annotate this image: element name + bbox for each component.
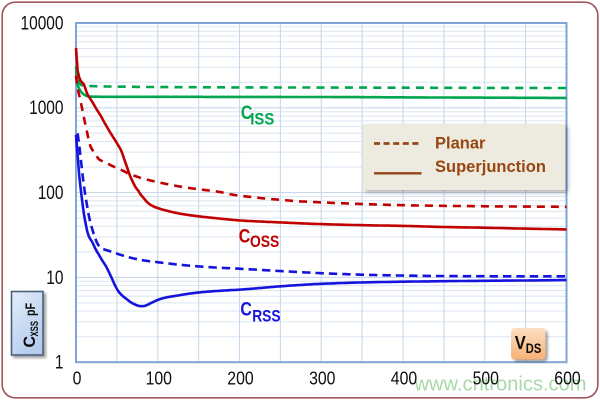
svg-text:RSS: RSS [252, 306, 280, 325]
svg-text:Superjunction: Superjunction [435, 158, 546, 176]
svg-text:pF: pF [22, 303, 38, 316]
svg-text:0: 0 [73, 369, 82, 389]
svg-text:200: 200 [227, 369, 253, 389]
svg-text:10000: 10000 [21, 13, 64, 34]
svg-text:C: C [239, 225, 251, 247]
svg-text:10: 10 [46, 268, 63, 289]
svg-text:400: 400 [391, 369, 417, 389]
svg-text:C: C [240, 299, 252, 321]
svg-text:www.cntronics.com: www.cntronics.com [413, 374, 586, 396]
svg-text:300: 300 [309, 369, 335, 389]
svg-text:ISS: ISS [250, 109, 274, 128]
svg-text:600: 600 [554, 369, 580, 389]
svg-text:1: 1 [55, 353, 64, 374]
svg-text:100: 100 [38, 183, 64, 204]
svg-text:C: C [241, 102, 253, 124]
svg-text:V: V [515, 332, 527, 353]
svg-text:XSS: XSS [29, 321, 41, 337]
svg-text:C: C [21, 336, 39, 348]
svg-text:Planar: Planar [435, 135, 486, 153]
svg-text:1000: 1000 [29, 98, 63, 119]
svg-text:OSS: OSS [250, 232, 279, 251]
svg-text:500: 500 [473, 369, 499, 389]
svg-text:DS: DS [526, 341, 542, 356]
svg-text:100: 100 [146, 369, 172, 389]
